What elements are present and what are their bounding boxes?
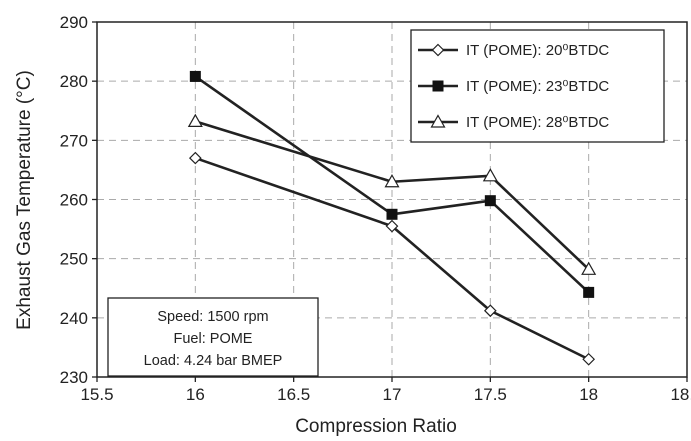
y-tick-label: 270 bbox=[60, 131, 88, 150]
conditions-annotation: Speed: 1500 rpm Fuel: POME Load: 4.24 bar … bbox=[107, 297, 319, 377]
series bbox=[187, 70, 597, 366]
series-3 bbox=[187, 113, 597, 275]
x-tick-label: 16.5 bbox=[277, 385, 310, 404]
data-point bbox=[386, 208, 398, 220]
conditions-line: Load: 4.24 bar BMEP bbox=[144, 353, 283, 369]
legend-marker bbox=[431, 43, 445, 57]
data-point bbox=[384, 174, 400, 188]
x-tick-label: 17 bbox=[383, 385, 402, 404]
y-tick-label: 250 bbox=[60, 250, 88, 269]
y-tick-label: 230 bbox=[60, 368, 88, 387]
data-point bbox=[483, 304, 497, 318]
data-point bbox=[581, 261, 597, 275]
data-point bbox=[385, 219, 399, 233]
data-point bbox=[189, 70, 201, 82]
conditions-line: Speed: 1500 rpm bbox=[157, 309, 268, 325]
y-tick-label: 260 bbox=[60, 191, 88, 210]
conditions-box bbox=[107, 297, 319, 377]
legend-label: IT (POME): 20⁰BTDC bbox=[466, 42, 609, 59]
legend-marker bbox=[432, 80, 444, 92]
y-axis-ticks: 230 240 250 260 270 280 290 bbox=[60, 13, 97, 387]
data-point bbox=[583, 286, 595, 298]
legend: IT (POME): 20⁰BTDC IT (POME): 23⁰BTDC IT (… bbox=[410, 29, 665, 143]
legend-item-2: IT (POME): 23⁰BTDC bbox=[418, 78, 609, 95]
y-tick-label: 290 bbox=[60, 13, 88, 32]
y-axis-title: Exhaust Gas Temperature (°C) bbox=[14, 70, 35, 330]
data-point bbox=[482, 168, 498, 182]
x-axis-ticks: 15.5 16 16.5 17 17.5 18 18.5 bbox=[80, 377, 691, 404]
series-line bbox=[194, 75, 590, 294]
x-tick-label: 17.5 bbox=[474, 385, 507, 404]
legend-label: IT (POME): 23⁰BTDC bbox=[466, 78, 609, 95]
legend-label: IT (POME): 28⁰BTDC bbox=[466, 114, 609, 131]
conditions-line: Fuel: POME bbox=[174, 331, 253, 347]
data-point bbox=[484, 195, 496, 207]
legend-marker bbox=[430, 114, 446, 128]
y-tick-label: 280 bbox=[60, 72, 88, 91]
series-2 bbox=[189, 70, 595, 298]
legend-item-1: IT (POME): 20⁰BTDC bbox=[418, 42, 609, 59]
x-tick-label: 15.5 bbox=[80, 385, 113, 404]
x-tick-label: 18.5 bbox=[670, 385, 691, 404]
data-point bbox=[187, 113, 203, 128]
series-line bbox=[194, 120, 590, 271]
x-tick-label: 16 bbox=[186, 385, 205, 404]
y-tick-label: 240 bbox=[60, 309, 88, 328]
data-point bbox=[582, 352, 596, 366]
data-point bbox=[188, 151, 202, 165]
x-tick-label: 18 bbox=[579, 385, 598, 404]
series-line bbox=[194, 156, 590, 361]
series-1 bbox=[188, 151, 596, 366]
legend-item-3: IT (POME): 28⁰BTDC bbox=[418, 114, 609, 131]
x-axis-title: Compression Ratio bbox=[295, 416, 457, 437]
